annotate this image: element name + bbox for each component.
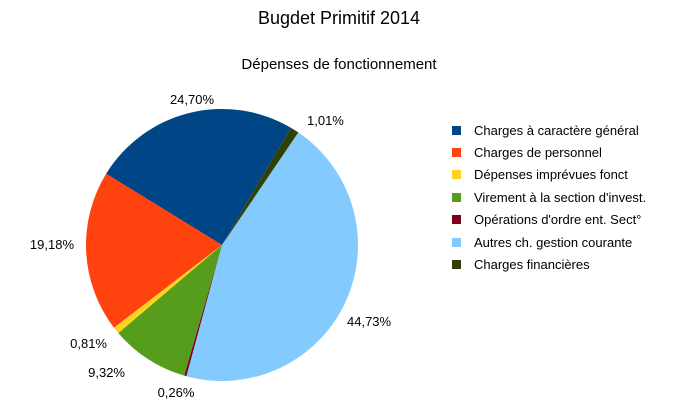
chart-subtitle: Dépenses de fonctionnement <box>241 56 437 73</box>
legend-swatch <box>452 260 461 270</box>
pie-slice <box>106 108 292 245</box>
legend-label: Virement à la section d'invest. <box>474 189 647 205</box>
legend-swatch <box>452 215 461 225</box>
pie-slice <box>222 127 299 245</box>
pie-slice <box>85 173 222 328</box>
slice-percent-label: 44,73% <box>347 314 392 329</box>
legend-item: Charges financières <box>452 253 646 275</box>
legend-label: Charges financières <box>474 257 590 273</box>
legend-swatch <box>452 192 461 202</box>
slice-percent-label: 19,18% <box>30 237 75 252</box>
legend-item: Opérations d'ordre ent. Sect° <box>452 209 646 231</box>
legend: Charges à caractère général Charges de pe… <box>452 119 646 276</box>
slice-percent-label: 9,32% <box>88 365 125 380</box>
legend-item: Charges à caractère général <box>452 119 646 141</box>
pie-slice <box>184 245 222 377</box>
legend-swatch <box>452 148 461 158</box>
legend-swatch <box>452 170 461 180</box>
slice-percent-label: 0,26% <box>158 385 195 400</box>
pie-slice <box>114 245 222 334</box>
slice-percent-label: 0,81% <box>70 336 107 351</box>
legend-label: Charges de personnel <box>474 145 602 161</box>
slice-percent-label: 24,70% <box>170 92 215 107</box>
legend-item: Dépenses imprévues fonct <box>452 164 646 186</box>
legend-item: Virement à la section d'invest. <box>452 186 646 208</box>
legend-label: Charges à caractère général <box>474 122 639 138</box>
pie-slice <box>118 245 222 376</box>
legend-item: Autres ch. gestion courante <box>452 231 646 253</box>
legend-label: Dépenses imprévues fonct <box>474 167 628 183</box>
legend-label: Opérations d'ordre ent. Sect° <box>474 212 642 228</box>
legend-swatch <box>452 125 461 135</box>
chart-title: Bugdet Primitif 2014 <box>257 8 421 28</box>
slice-percent-label: 1,01% <box>307 113 344 128</box>
legend-swatch <box>452 237 461 247</box>
pie-slice <box>186 132 358 381</box>
legend-label: Autres ch. gestion courante <box>474 234 633 250</box>
legend-item: Charges de personnel <box>452 141 646 163</box>
